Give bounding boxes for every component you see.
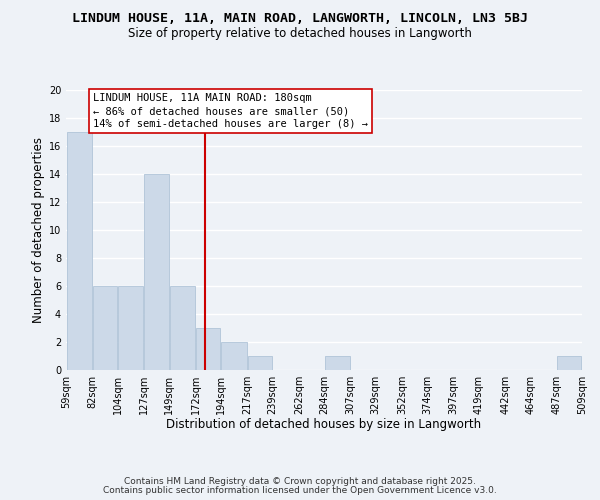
Bar bbox=[118, 286, 143, 370]
Bar bbox=[145, 174, 169, 370]
Text: Contains HM Land Registry data © Crown copyright and database right 2025.: Contains HM Land Registry data © Crown c… bbox=[124, 477, 476, 486]
Text: Contains public sector information licensed under the Open Government Licence v3: Contains public sector information licen… bbox=[103, 486, 497, 495]
Bar bbox=[67, 132, 92, 370]
X-axis label: Distribution of detached houses by size in Langworth: Distribution of detached houses by size … bbox=[166, 418, 482, 432]
Bar bbox=[93, 286, 117, 370]
Bar bbox=[221, 342, 247, 370]
Text: LINDUM HOUSE, 11A, MAIN ROAD, LANGWORTH, LINCOLN, LN3 5BJ: LINDUM HOUSE, 11A, MAIN ROAD, LANGWORTH,… bbox=[72, 12, 528, 26]
Y-axis label: Number of detached properties: Number of detached properties bbox=[32, 137, 44, 323]
Bar bbox=[325, 356, 350, 370]
Bar bbox=[557, 356, 581, 370]
Bar bbox=[248, 356, 272, 370]
Bar bbox=[196, 328, 220, 370]
Text: LINDUM HOUSE, 11A MAIN ROAD: 180sqm
← 86% of detached houses are smaller (50)
14: LINDUM HOUSE, 11A MAIN ROAD: 180sqm ← 86… bbox=[93, 93, 368, 129]
Bar bbox=[170, 286, 195, 370]
Text: Size of property relative to detached houses in Langworth: Size of property relative to detached ho… bbox=[128, 28, 472, 40]
